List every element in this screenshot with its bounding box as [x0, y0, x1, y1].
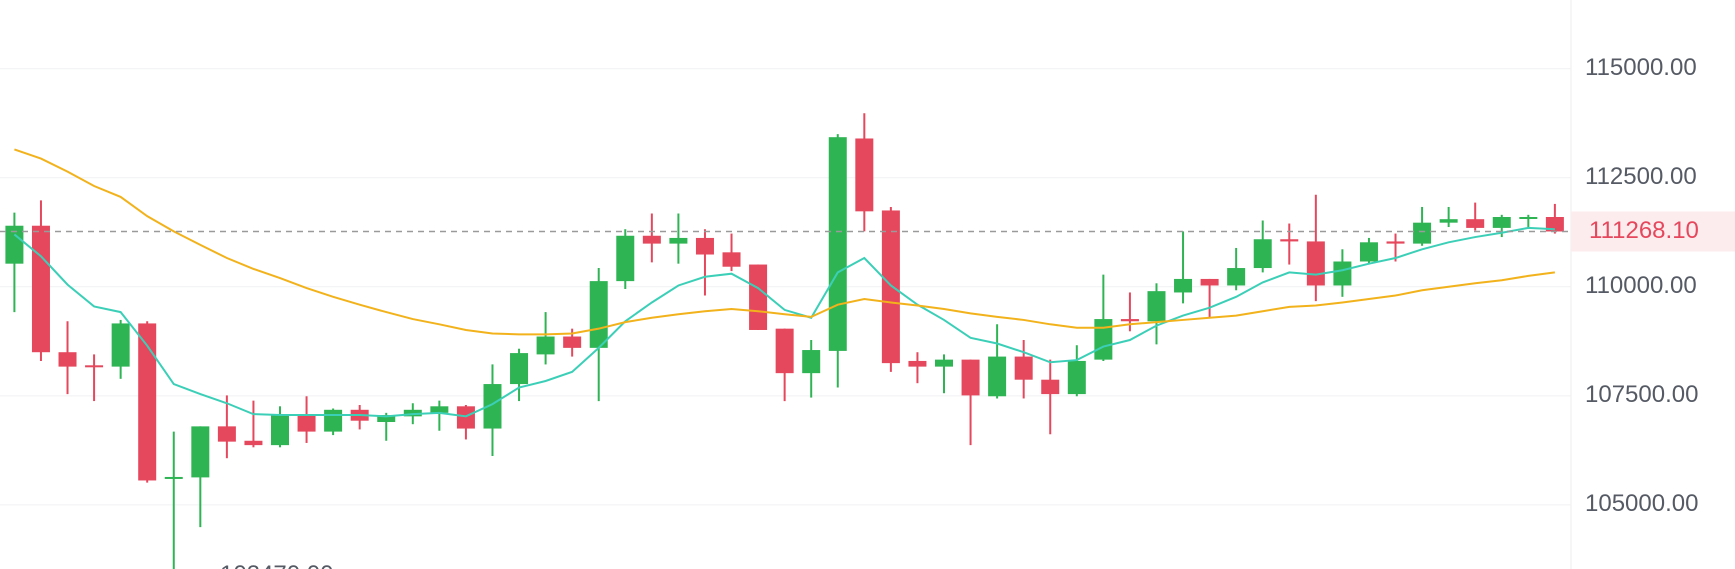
candle-body: [1519, 217, 1538, 220]
low-marker-label: 103470.00: [220, 561, 333, 569]
candle-body: [881, 210, 900, 364]
candle-body: [58, 352, 77, 367]
y-tick-label: 110000.00: [1585, 272, 1697, 299]
candle-body: [1147, 291, 1166, 322]
candle-body: [536, 336, 555, 355]
candle-body: [935, 359, 953, 367]
candle-body: [271, 414, 289, 446]
candle-body: [908, 360, 927, 367]
moving-average-line: [14, 148, 1556, 336]
candle-body: [138, 323, 157, 481]
candle-body: [377, 415, 396, 423]
candle-body: [1120, 319, 1139, 322]
y-tick-label: 112500.00: [1585, 163, 1697, 190]
candle-body: [483, 384, 502, 429]
candle-body: [510, 353, 529, 385]
candle-body: [1466, 219, 1485, 228]
candle-body: [1067, 360, 1086, 395]
candle-body: [563, 336, 582, 348]
candle-body: [988, 356, 1007, 397]
candle-body: [749, 264, 768, 330]
candle-body: [1413, 222, 1432, 244]
candle-body: [1227, 268, 1246, 286]
candle-body: [164, 476, 183, 479]
candle-body: [642, 235, 661, 244]
candle-body: [1253, 239, 1272, 269]
candle-body: [324, 409, 343, 432]
candle-body: [1545, 217, 1564, 232]
moving-average-line: [13, 226, 1555, 418]
candle-body: [589, 281, 608, 348]
last-price-label: 111268.10: [1589, 217, 1699, 244]
candle-body: [1280, 239, 1299, 242]
candle-body: [616, 235, 635, 282]
candle-body: [1200, 278, 1219, 286]
y-tick-label: 115000.00: [1585, 54, 1697, 81]
candle-body: [5, 225, 24, 264]
candle-body: [111, 323, 130, 367]
candle-body: [775, 328, 794, 374]
candle-body: [1359, 242, 1378, 262]
candle-body: [217, 426, 236, 442]
candle-body: [85, 365, 104, 368]
candle-body: [961, 359, 980, 396]
candle-body: [802, 350, 821, 374]
candle-body: [1041, 379, 1060, 395]
candle-body: [828, 137, 847, 351]
candle-body: [1306, 241, 1325, 286]
candle-body: [1492, 217, 1511, 228]
candle-body: [1094, 319, 1113, 360]
y-tick-label: 107500.00: [1585, 381, 1698, 408]
candle-body: [1333, 261, 1352, 286]
candle-body: [191, 426, 210, 478]
candle-body: [456, 406, 475, 429]
candle-body: [695, 237, 714, 255]
candle-body: [31, 225, 50, 353]
candle-body: [1014, 356, 1033, 380]
candle-body: [855, 138, 874, 212]
last-price-box: [1571, 211, 1735, 252]
candle-body: [1386, 241, 1405, 244]
candle-body: [1439, 219, 1458, 223]
candle-body: [403, 409, 422, 417]
candle-body: [722, 252, 741, 267]
candle-body: [1174, 278, 1193, 293]
candle-body: [297, 415, 316, 432]
candle-body: [244, 440, 263, 446]
y-tick-label: 105000.00: [1585, 490, 1698, 517]
candle-body: [669, 237, 688, 244]
candle-body: [430, 406, 449, 413]
